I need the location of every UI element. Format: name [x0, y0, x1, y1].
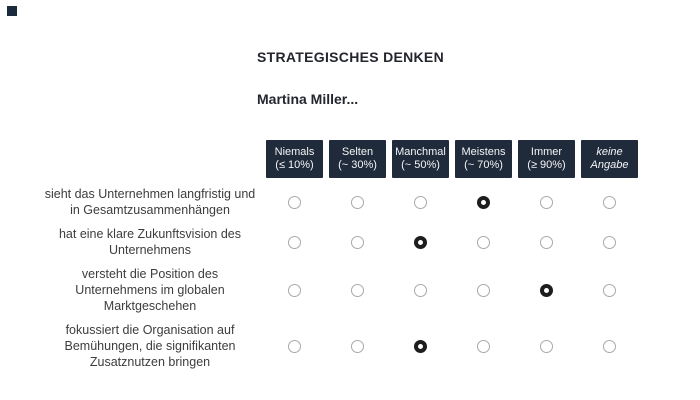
- radio-cell: [581, 283, 638, 297]
- radio-option[interactable]: [414, 283, 427, 297]
- radio-cell: [329, 283, 386, 297]
- radio-option[interactable]: [351, 195, 364, 209]
- column-header-sublabel: (~ 30%): [338, 159, 377, 171]
- radio-option[interactable]: [603, 339, 616, 353]
- column-header-sublabel: (≥ 90%): [527, 159, 566, 171]
- radio-option[interactable]: [288, 235, 301, 249]
- radio-option[interactable]: [288, 195, 301, 209]
- radio-option[interactable]: [288, 339, 301, 353]
- radio-cell: [581, 339, 638, 353]
- radio-cell: [455, 235, 512, 249]
- radio-cell: [581, 235, 638, 249]
- column-header-niemals: Niemals (≤ 10%): [266, 140, 323, 178]
- radio-cell: [392, 339, 449, 353]
- column-header-label: Manchmal: [395, 145, 446, 158]
- column-header-label: Niemals: [274, 145, 315, 158]
- radio-option[interactable]: [540, 283, 553, 297]
- radio-option[interactable]: [351, 283, 364, 297]
- radio-cell: [518, 235, 575, 249]
- question-subtitle: Martina Miller...: [257, 91, 359, 107]
- radio-cell: [581, 195, 638, 209]
- radio-option[interactable]: [414, 235, 427, 249]
- radio-cell: [329, 339, 386, 353]
- radio-cell: [518, 195, 575, 209]
- radio-cell: [266, 283, 323, 297]
- radio-option[interactable]: [603, 283, 616, 297]
- radio-cell: [392, 195, 449, 209]
- radio-option[interactable]: [477, 339, 490, 353]
- radio-option[interactable]: [540, 235, 553, 249]
- radio-option[interactable]: [603, 235, 616, 249]
- radio-cell: [329, 235, 386, 249]
- column-header-keine: keine Angabe: [581, 140, 638, 178]
- column-header-sublabel: (≤ 10%): [275, 159, 314, 171]
- radio-option[interactable]: [414, 339, 427, 353]
- radio-cell: [266, 235, 323, 249]
- column-header-label: Immer: [530, 145, 563, 158]
- radio-cell: [392, 283, 449, 297]
- radio-option[interactable]: [540, 339, 553, 353]
- radio-cell: [392, 235, 449, 249]
- matrix-table: Niemals (≤ 10%) Selten (~ 30%) Manchmal (~ 50…: [40, 140, 638, 370]
- radio-cell: [266, 339, 323, 353]
- page-title: STRATEGISCHES DENKEN: [257, 49, 444, 65]
- column-header-label: Meistens: [461, 145, 506, 158]
- row-label: fokussiert die Organisation auf Bemühung…: [64, 323, 236, 369]
- column-header-meistens: Meistens (~ 70%): [455, 140, 512, 178]
- radio-option[interactable]: [351, 235, 364, 249]
- column-header-manchmal: Manchmal (~ 50%): [392, 140, 449, 178]
- radio-cell: [455, 195, 512, 209]
- radio-option[interactable]: [603, 195, 616, 209]
- radio-option[interactable]: [414, 195, 427, 209]
- radio-option[interactable]: [351, 339, 364, 353]
- radio-cell: [329, 195, 386, 209]
- row-label: versteht die Position des Unternehmens i…: [75, 267, 225, 313]
- radio-cell: [455, 283, 512, 297]
- radio-option[interactable]: [288, 283, 301, 297]
- corner-logo-square: [7, 6, 17, 16]
- column-header-sublabel: (~ 70%): [464, 159, 503, 171]
- radio-option[interactable]: [477, 283, 490, 297]
- column-header-immer: Immer (≥ 90%): [518, 140, 575, 178]
- radio-cell: [266, 195, 323, 209]
- radio-option[interactable]: [477, 195, 490, 209]
- column-header-label: Selten: [341, 145, 374, 158]
- radio-cell: [518, 339, 575, 353]
- column-header-selten: Selten (~ 30%): [329, 140, 386, 178]
- column-header-sublabel: Angabe: [590, 159, 629, 171]
- row-label: sieht das Unternehmen langfristig und in…: [44, 187, 256, 217]
- column-header-label: keine: [596, 145, 623, 158]
- radio-cell: [518, 283, 575, 297]
- radio-cell: [455, 339, 512, 353]
- column-header-sublabel: (~ 50%): [401, 159, 440, 171]
- radio-option[interactable]: [477, 235, 490, 249]
- matrix-corner-spacer: [40, 140, 260, 178]
- row-label: hat eine klare Zukunftsvision des Untern…: [58, 227, 242, 257]
- radio-option[interactable]: [540, 195, 553, 209]
